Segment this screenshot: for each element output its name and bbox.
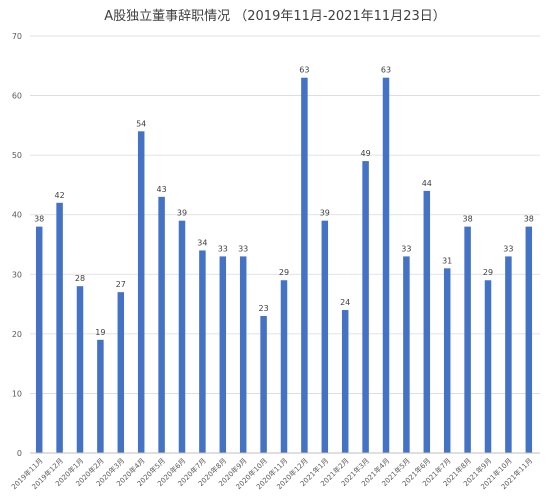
- data-label: 44: [422, 179, 432, 188]
- bar: [301, 77, 308, 453]
- data-label: 28: [75, 274, 85, 283]
- data-label: 33: [218, 244, 228, 253]
- y-tick-label: 60: [12, 92, 22, 101]
- bar: [178, 220, 186, 453]
- bar: [505, 256, 512, 453]
- data-label: 49: [361, 149, 371, 158]
- data-labels: 38 42 28 19 27 54 43 39 34 33 33 23 29 63 39 24 49 63 33 44…: [34, 66, 534, 337]
- bar: [35, 226, 43, 453]
- data-label: 38: [34, 215, 44, 224]
- data-label: 33: [238, 244, 248, 253]
- bar: [525, 226, 533, 453]
- data-label: 42: [55, 191, 65, 200]
- bar: [137, 131, 145, 454]
- bar: [219, 256, 227, 453]
- data-label: 31: [442, 256, 452, 265]
- y-tick-label: 20: [12, 330, 22, 339]
- data-label: 34: [197, 238, 207, 247]
- y-axis-ticks: 0 10 20 30 40 50 60 70: [12, 32, 22, 458]
- bars: [35, 77, 533, 454]
- bar: [321, 220, 329, 453]
- bar: [199, 250, 206, 453]
- bar: [260, 315, 267, 453]
- bar: [382, 77, 390, 453]
- gridlines: [30, 35, 540, 394]
- bar: [423, 190, 431, 453]
- bar: [403, 256, 410, 453]
- bar: [341, 310, 349, 453]
- chart-title: A股独立董事辞职情况 （2019年11月-2021年11月23日）: [104, 9, 446, 24]
- bar: [158, 196, 165, 454]
- data-label: 27: [116, 280, 126, 289]
- data-label: 38: [463, 215, 473, 224]
- bar: [76, 286, 84, 453]
- y-tick-label: 50: [12, 151, 22, 160]
- bar: [239, 256, 247, 453]
- x-axis-ticks: 2019年11月2019年12月2020年1月2020年2月2020年3月202…: [9, 456, 534, 491]
- data-label: 63: [381, 66, 391, 75]
- y-tick-label: 10: [12, 389, 22, 398]
- bar: [280, 280, 288, 453]
- data-label: 33: [401, 244, 411, 253]
- bar: [464, 226, 471, 453]
- data-label: 29: [483, 268, 493, 277]
- bar: [484, 280, 492, 453]
- bar: [56, 202, 63, 453]
- y-tick-label: 0: [17, 449, 22, 458]
- data-label: 19: [95, 328, 105, 337]
- data-label: 33: [503, 244, 513, 253]
- bar: [117, 292, 125, 453]
- data-label: 24: [340, 298, 350, 307]
- y-tick-label: 30: [12, 270, 22, 279]
- y-tick-label: 40: [12, 211, 22, 220]
- y-tick-label: 70: [12, 32, 22, 41]
- data-label: 39: [320, 209, 330, 218]
- data-label: 23: [259, 304, 269, 313]
- data-label: 63: [299, 66, 309, 75]
- data-label: 38: [524, 215, 534, 224]
- bar: [97, 339, 104, 453]
- bar: [443, 268, 451, 453]
- data-label: 54: [136, 119, 146, 128]
- data-label: 39: [177, 209, 187, 218]
- data-label: 43: [157, 185, 167, 194]
- data-label: 29: [279, 268, 289, 277]
- bar: [362, 161, 369, 453]
